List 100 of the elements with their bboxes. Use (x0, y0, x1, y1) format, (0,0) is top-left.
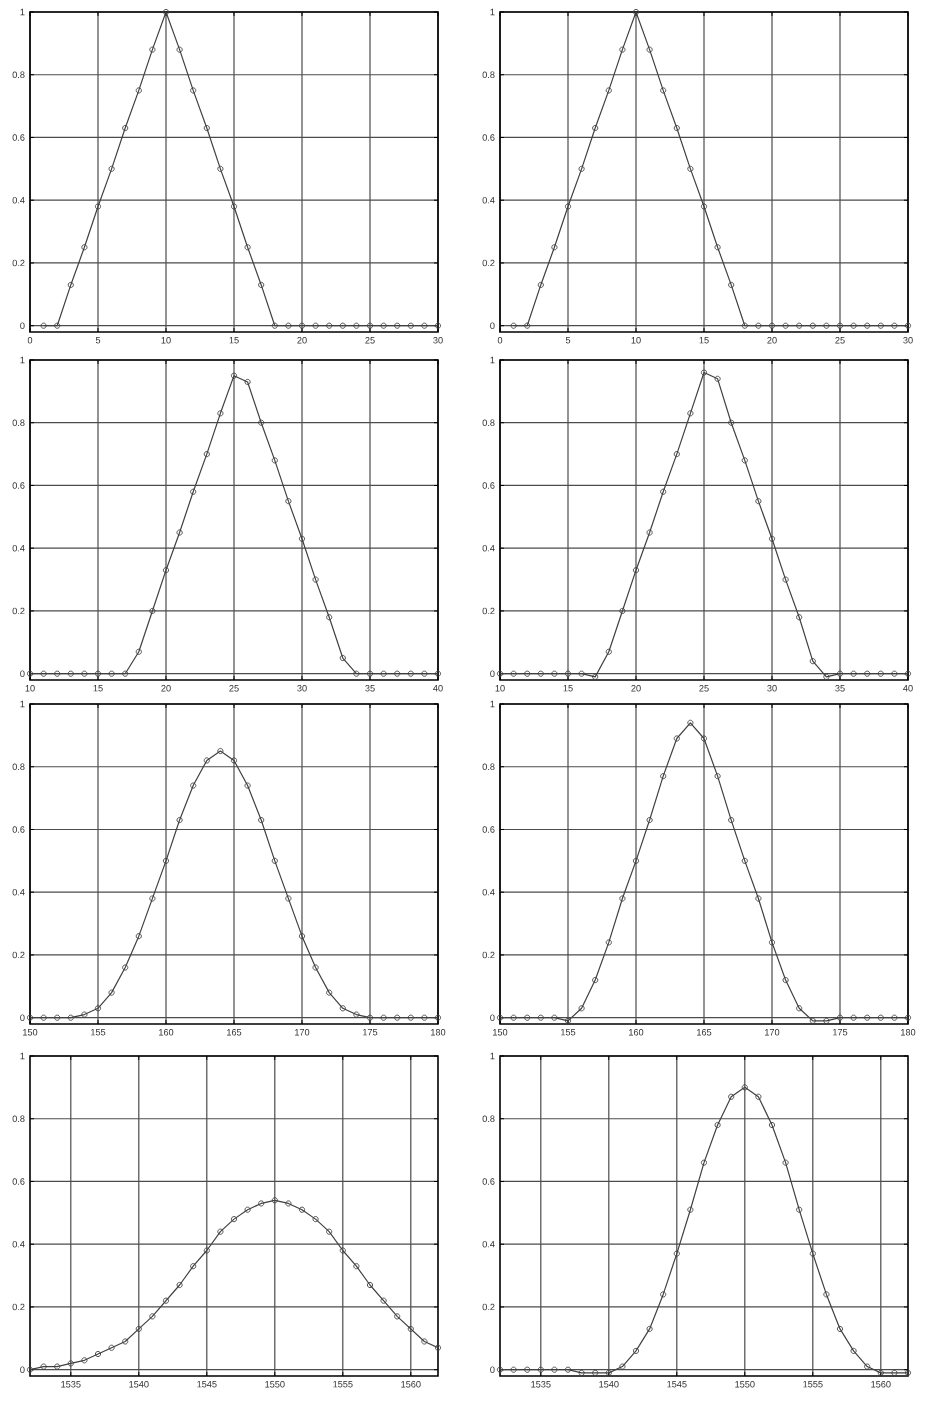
point (94, 670, 102, 677)
point (40, 1014, 47, 1021)
point (891, 322, 898, 329)
point (203, 125, 210, 132)
point (108, 989, 115, 996)
point (135, 87, 142, 94)
point (380, 1014, 387, 1021)
point (244, 1206, 251, 1213)
point (81, 1357, 88, 1364)
point (537, 1366, 544, 1373)
point (564, 1017, 572, 1024)
point (326, 322, 333, 329)
point (714, 375, 721, 382)
point (94, 1005, 102, 1012)
point (564, 203, 572, 210)
point (353, 670, 360, 677)
point (537, 1014, 544, 1021)
point (605, 87, 612, 94)
point (81, 1011, 88, 1018)
point (687, 410, 694, 417)
point (421, 1338, 428, 1345)
point (524, 322, 531, 329)
point (285, 1200, 292, 1207)
point (353, 1263, 360, 1270)
point (809, 1017, 816, 1024)
point (421, 322, 428, 329)
point (407, 1325, 414, 1332)
point (258, 281, 265, 288)
point (190, 782, 197, 789)
point (258, 419, 265, 426)
point (122, 670, 129, 677)
point (728, 817, 735, 824)
point (421, 670, 428, 677)
point (551, 244, 558, 251)
point (741, 322, 748, 329)
point (646, 529, 653, 536)
point (619, 607, 626, 615)
point (619, 46, 626, 53)
point (203, 451, 210, 458)
point (271, 322, 278, 329)
point (312, 964, 319, 971)
point (782, 322, 789, 329)
point (524, 1014, 531, 1021)
point (551, 1014, 558, 1021)
point (190, 87, 197, 94)
point (203, 757, 210, 764)
point (809, 1250, 816, 1257)
point (176, 529, 183, 536)
point (782, 576, 789, 583)
point (149, 1313, 156, 1320)
point (394, 670, 401, 677)
point (366, 1281, 374, 1289)
point (605, 1369, 612, 1376)
point (244, 378, 251, 385)
point (326, 614, 333, 621)
point (366, 1014, 374, 1021)
point (605, 648, 612, 655)
point (312, 322, 319, 329)
point (537, 670, 544, 677)
point (298, 322, 306, 329)
point (339, 1005, 346, 1012)
point (230, 1216, 238, 1223)
point (510, 670, 517, 677)
point (673, 1250, 680, 1257)
point (836, 322, 844, 329)
point (108, 1344, 115, 1351)
point (162, 8, 170, 16)
point (258, 1200, 265, 1207)
point (54, 670, 61, 677)
point (537, 281, 544, 288)
point (135, 648, 142, 655)
point (81, 670, 88, 677)
point (768, 322, 776, 329)
point (40, 1363, 47, 1370)
point (285, 498, 292, 505)
point (605, 939, 612, 946)
point (673, 451, 680, 458)
point (122, 125, 129, 132)
point (353, 1011, 360, 1018)
point (592, 125, 599, 132)
point (326, 989, 333, 996)
point (687, 165, 694, 172)
point (510, 1014, 517, 1021)
point (149, 895, 156, 902)
point (81, 244, 88, 251)
point (592, 977, 599, 984)
point (176, 46, 183, 53)
point (700, 735, 708, 742)
point (203, 1247, 210, 1254)
point (230, 203, 238, 210)
point (271, 857, 278, 864)
point (149, 607, 156, 615)
point (54, 1014, 61, 1021)
point (768, 535, 776, 542)
point (380, 670, 387, 677)
point (796, 322, 803, 329)
point (40, 670, 47, 677)
point (67, 1360, 74, 1367)
point (660, 488, 667, 495)
point (149, 46, 156, 53)
